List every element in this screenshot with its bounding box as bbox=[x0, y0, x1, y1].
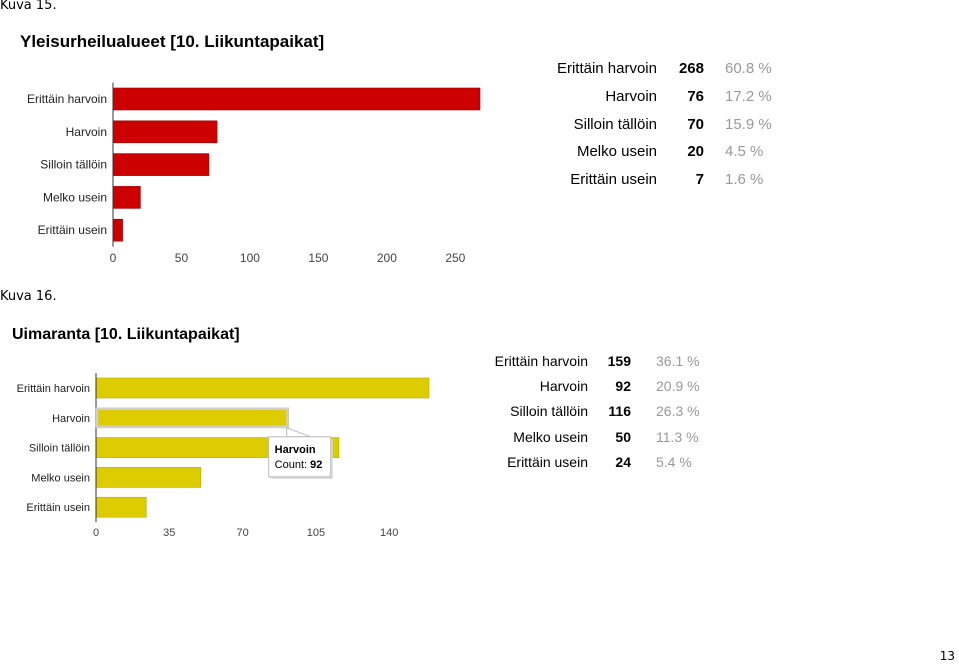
summary-count: 92 bbox=[615, 378, 631, 395]
summary-label: Melko usein bbox=[576, 143, 657, 161]
summary-row: Erittäin usein 24 5.4 % bbox=[460, 454, 720, 478]
summary-percent: 1.6 % bbox=[725, 171, 764, 189]
bar bbox=[112, 218, 123, 242]
bar-chart-2: Erittäin harvoin Harvoin Silloin tällöin Me… bbox=[17, 373, 430, 539]
category-label: Erittäin harvoin bbox=[27, 92, 107, 106]
tooltip-box bbox=[268, 436, 332, 478]
summary-count: 70 bbox=[687, 115, 704, 133]
summary-row: Silloin tällöin 116 26.3 % bbox=[460, 403, 720, 427]
category-label: Erittäin usein bbox=[26, 502, 90, 514]
summary-label: Erittäin usein bbox=[570, 171, 657, 189]
category-label: Erittäin harvoin bbox=[17, 383, 90, 395]
bar-chart-1: Erittäin harvoin Harvoin Silloin tällöin Me… bbox=[27, 82, 481, 265]
summary-count: 159 bbox=[607, 353, 631, 369]
tooltip-count: Count: 92 bbox=[275, 459, 323, 471]
summary-label: Silloin tällöin bbox=[573, 115, 657, 133]
summary-percent: 5.4 % bbox=[656, 453, 692, 470]
bar bbox=[95, 467, 202, 488]
figure-caption-16: Kuva 16. bbox=[0, 289, 57, 304]
category-label: Harvoin bbox=[66, 125, 107, 139]
bar bbox=[112, 186, 141, 209]
category-label: Melko usein bbox=[31, 472, 90, 484]
category-label: Silloin tällöin bbox=[40, 158, 107, 172]
x-tick-label: 35 bbox=[163, 527, 175, 539]
summary-row: Silloin tällöin 70 15.9 % bbox=[520, 116, 780, 140]
summary-percent: 60.8 % bbox=[725, 60, 772, 77]
tooltip-title: Harvoin bbox=[275, 444, 316, 456]
summary-table-2: Erittäin harvoin 159 36.1 % Harvoin 92 20.9 %… bbox=[460, 353, 720, 483]
summary-label: Melko usein bbox=[513, 428, 588, 445]
summary-row: Melko usein 50 11.3 % bbox=[460, 429, 720, 453]
summary-count: 7 bbox=[695, 171, 704, 189]
x-tick-label: 105 bbox=[307, 527, 325, 539]
bar bbox=[95, 377, 430, 399]
bar bbox=[95, 407, 289, 429]
bar bbox=[112, 87, 481, 111]
x-tick-label: 0 bbox=[110, 251, 117, 265]
chart-title-1: Yleisurheilualueet [10. Liikuntapaikat] bbox=[20, 32, 325, 51]
summary-count: 116 bbox=[608, 403, 631, 420]
summary-count: 24 bbox=[615, 453, 631, 470]
summary-label: Erittäin harvoin bbox=[494, 353, 588, 369]
summary-percent: 15.9 % bbox=[725, 115, 772, 133]
category-label: Harvoin bbox=[52, 413, 90, 425]
summary-count: 76 bbox=[687, 87, 704, 105]
summary-label: Silloin tällöin bbox=[510, 403, 588, 420]
chart-title-2: Uimaranta [10. Liikuntapaikat] bbox=[12, 326, 240, 343]
x-tick-label: 200 bbox=[377, 251, 397, 265]
x-tick-label: 140 bbox=[380, 527, 398, 539]
bar-highlight bbox=[95, 407, 289, 429]
summary-percent: 20.9 % bbox=[656, 378, 700, 395]
summary-label: Harvoin bbox=[605, 87, 657, 105]
figure-caption-15: Kuva 15. bbox=[0, 0, 57, 13]
x-tick-label: 100 bbox=[240, 251, 260, 265]
summary-label: Erittäin usein bbox=[507, 453, 588, 470]
bar bbox=[95, 496, 147, 518]
x-tick-label: 150 bbox=[308, 251, 328, 265]
summary-percent: 4.5 % bbox=[725, 143, 764, 161]
category-label: Melko usein bbox=[43, 190, 107, 204]
summary-row: Melko usein 20 4.5 % bbox=[520, 143, 780, 167]
summary-label: Erittäin harvoin bbox=[556, 60, 657, 77]
summary-row: Erittäin usein 7 1.6 % bbox=[520, 171, 780, 195]
summary-count: 268 bbox=[678, 60, 704, 77]
x-tick-label: 0 bbox=[93, 527, 99, 539]
summary-percent: 26.3 % bbox=[656, 403, 700, 420]
x-tick-label: 70 bbox=[236, 527, 248, 539]
tooltip-pointer bbox=[286, 427, 311, 438]
summary-row: Erittäin harvoin 268 60.8 % bbox=[520, 60, 780, 84]
summary-percent: 36.1 % bbox=[656, 353, 700, 369]
bar bbox=[112, 120, 218, 144]
summary-table-1: Erittäin harvoin 268 60.8 % Harvoin 76 17.2 %… bbox=[520, 60, 790, 200]
summary-count: 20 bbox=[687, 143, 704, 161]
summary-row: Erittäin harvoin 159 36.1 % bbox=[460, 353, 720, 377]
summary-row: Harvoin 76 17.2 % bbox=[520, 88, 780, 112]
summary-label: Harvoin bbox=[539, 378, 588, 395]
summary-percent: 17.2 % bbox=[725, 87, 772, 105]
bar bbox=[112, 153, 210, 176]
x-tick-label: 250 bbox=[445, 251, 465, 265]
category-label: Silloin tällöin bbox=[29, 443, 90, 455]
page-number: 13 bbox=[939, 649, 955, 663]
summary-count: 50 bbox=[615, 428, 631, 445]
x-tick-label: 50 bbox=[175, 251, 189, 265]
summary-row: Harvoin 92 20.9 % bbox=[460, 378, 720, 402]
summary-percent: 11.3 % bbox=[656, 428, 699, 445]
category-label: Erittäin usein bbox=[38, 223, 107, 237]
